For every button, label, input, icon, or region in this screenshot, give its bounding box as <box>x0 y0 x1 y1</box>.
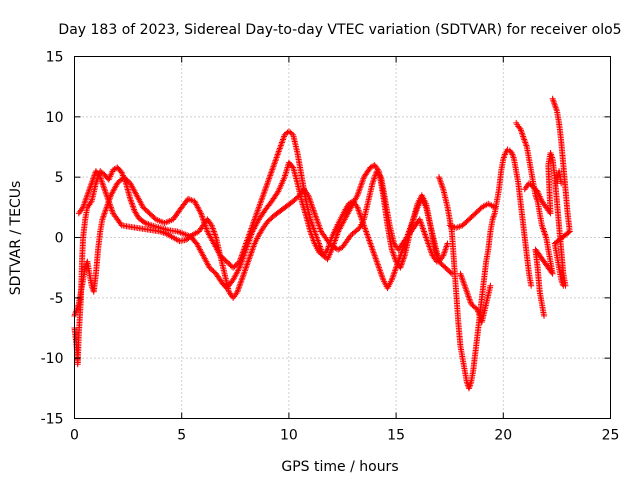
data-point <box>528 282 535 289</box>
x-axis-label: GPS time / hours <box>281 459 398 475</box>
data-point <box>447 269 454 276</box>
x-tick-label: 15 <box>387 428 405 444</box>
x-tick-label: 0 <box>70 428 79 444</box>
x-tick-label: 5 <box>177 428 186 444</box>
y-tick-label: 0 <box>55 231 64 247</box>
data-point <box>553 239 560 246</box>
data-point <box>541 312 548 319</box>
data-point <box>491 204 498 211</box>
data-point <box>433 258 440 265</box>
data-point <box>560 282 567 289</box>
y-tick-label: -10 <box>41 351 64 367</box>
chart-title: Day 183 of 2023, Sidereal Day-to-day VTE… <box>58 22 621 38</box>
y-tick-label: -5 <box>50 291 64 307</box>
y-tick-label: 5 <box>55 170 64 186</box>
y-tick-label: 10 <box>46 110 64 126</box>
data-point <box>444 240 451 247</box>
y-axis-label: SDTVAR / TECUs <box>8 181 24 296</box>
plot-frame <box>74 56 611 419</box>
y-tick-label: -15 <box>41 412 64 428</box>
axis-ticks: 0 5 10 15 20 25 -15 -10 -5 0 5 10 15 <box>41 50 620 444</box>
data-point <box>558 180 565 187</box>
data-point <box>487 282 494 289</box>
x-tick-label: 25 <box>602 428 620 444</box>
x-tick-label: 20 <box>494 428 512 444</box>
grid-lines <box>74 56 611 419</box>
x-tick-label: 10 <box>280 428 298 444</box>
data-point <box>151 215 158 222</box>
data-point <box>370 162 377 169</box>
y-tick-label: 15 <box>46 50 64 66</box>
